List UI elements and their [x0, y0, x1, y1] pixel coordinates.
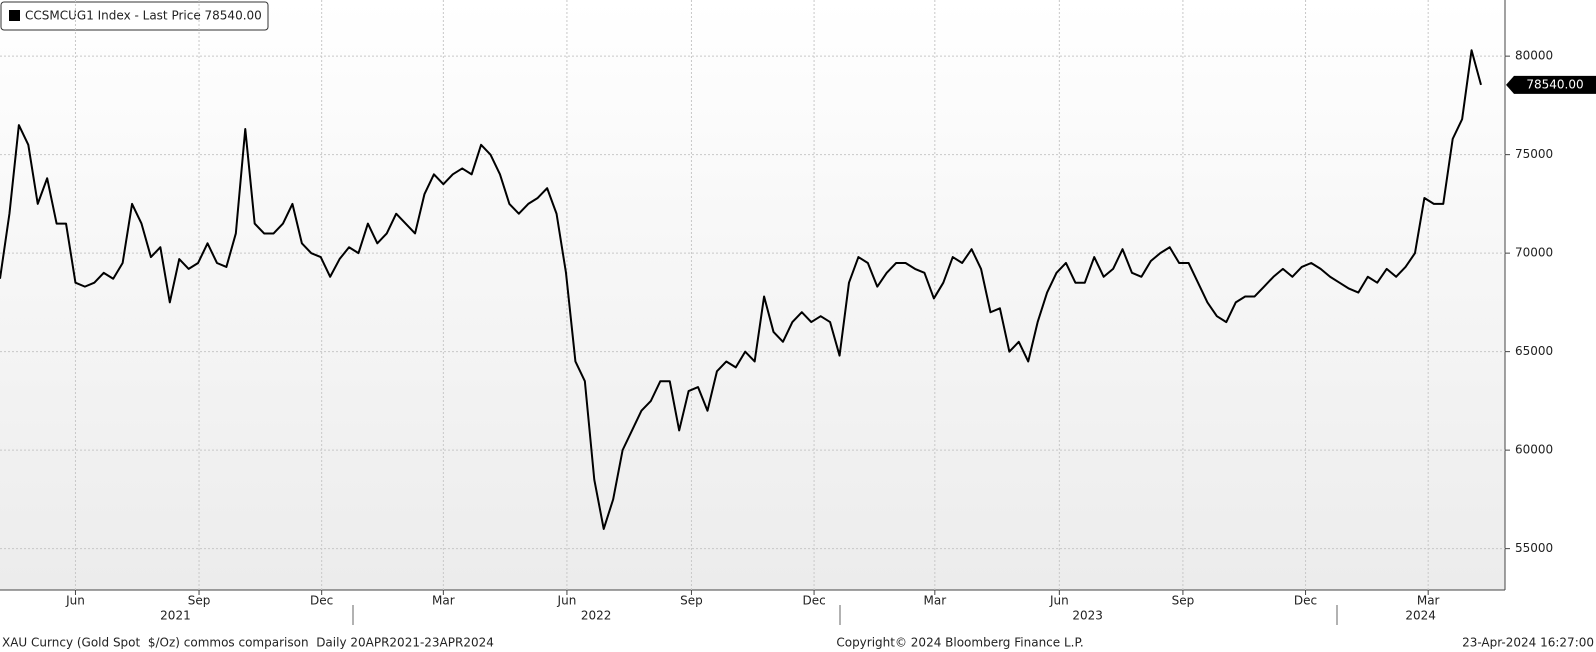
year-label: 2022	[581, 609, 612, 623]
x-tick-label: Sep	[680, 594, 703, 608]
plot-area	[0, 0, 1505, 590]
y-tick-label: 70000	[1515, 246, 1553, 260]
year-label: 2024	[1405, 609, 1436, 623]
x-tick-label: Mar	[924, 594, 947, 608]
year-label: 2021	[160, 609, 191, 623]
x-tick-label: Dec	[802, 594, 825, 608]
x-tick-label: Jun	[65, 594, 85, 608]
price-line	[0, 49, 1482, 530]
y-tick-label: 60000	[1515, 443, 1553, 457]
x-tick-label: Jun	[1049, 594, 1069, 608]
footer-left: XAU Curncy (Gold Spot $/Oz) commos compa…	[2, 636, 494, 650]
y-tick-label: 80000	[1515, 49, 1553, 63]
footer-center: Copyright© 2024 Bloomberg Finance L.P.	[836, 636, 1083, 650]
footer-right: 23-Apr-2024 16:27:00	[1462, 636, 1594, 650]
y-tick-label: 75000	[1515, 147, 1553, 161]
x-tick-label: Sep	[1172, 594, 1195, 608]
y-tick-label: 65000	[1515, 344, 1553, 358]
legend-swatch	[9, 10, 20, 21]
x-tick-label: Dec	[1294, 594, 1317, 608]
legend-box	[0, 1, 269, 31]
x-tick-label: Jun	[557, 594, 577, 608]
x-tick-label: Mar	[1417, 594, 1440, 608]
y-tick-label: 55000	[1515, 541, 1553, 555]
x-tick-label: Dec	[310, 594, 333, 608]
x-tick-label: Mar	[432, 594, 455, 608]
year-label: 2023	[1072, 609, 1103, 623]
last-price-tag	[1506, 75, 1596, 94]
legend-text: CCSMCUG1 Index - Last Price 78540.00	[25, 9, 262, 23]
last-price-label: 78540.00	[1526, 77, 1583, 91]
x-tick-label: Sep	[188, 594, 211, 608]
